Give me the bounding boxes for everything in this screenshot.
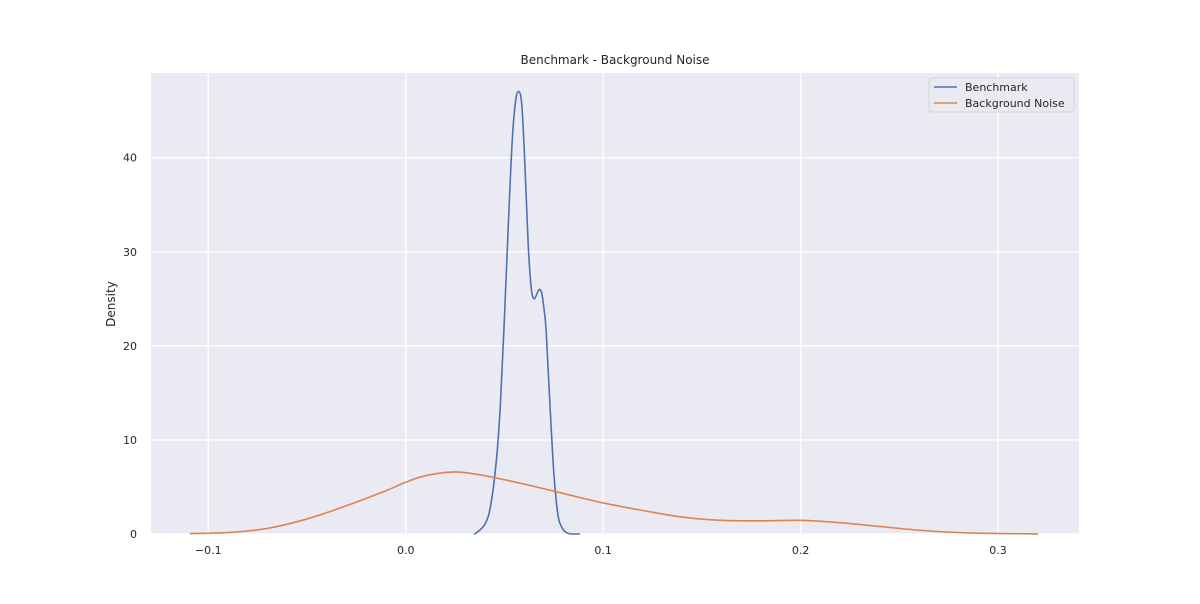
grid-lines	[151, 73, 1079, 535]
tick-labels: −0.1 0.0 0.1 0.2 0.3 0 10 20 30 40	[123, 152, 1007, 557]
x-tick-label: 0.2	[792, 544, 810, 557]
y-tick-label: 30	[123, 246, 137, 259]
series-line-benchmark	[474, 90, 581, 535]
y-tick-label: 20	[123, 340, 137, 353]
y-tick-label: 10	[123, 434, 137, 447]
chart-title: Benchmark - Background Noise	[521, 53, 710, 67]
y-tick-label: 0	[130, 528, 137, 541]
legend-frame	[928, 77, 1075, 113]
x-tick-label: 0.3	[989, 544, 1007, 557]
y-axis-label: Density	[104, 281, 118, 327]
y-tick-label: 40	[123, 152, 137, 165]
legend: Benchmark Background Noise	[928, 77, 1075, 113]
x-tick-label: 0.0	[397, 544, 415, 557]
legend-label: Benchmark	[965, 81, 1028, 94]
x-tick-label: 0.1	[594, 544, 612, 557]
legend-label: Background Noise	[965, 97, 1065, 110]
x-tick-label: −0.1	[195, 544, 222, 557]
series-lines	[189, 90, 1039, 535]
plot-background	[151, 73, 1079, 534]
series-line-background-noise	[189, 471, 1039, 535]
